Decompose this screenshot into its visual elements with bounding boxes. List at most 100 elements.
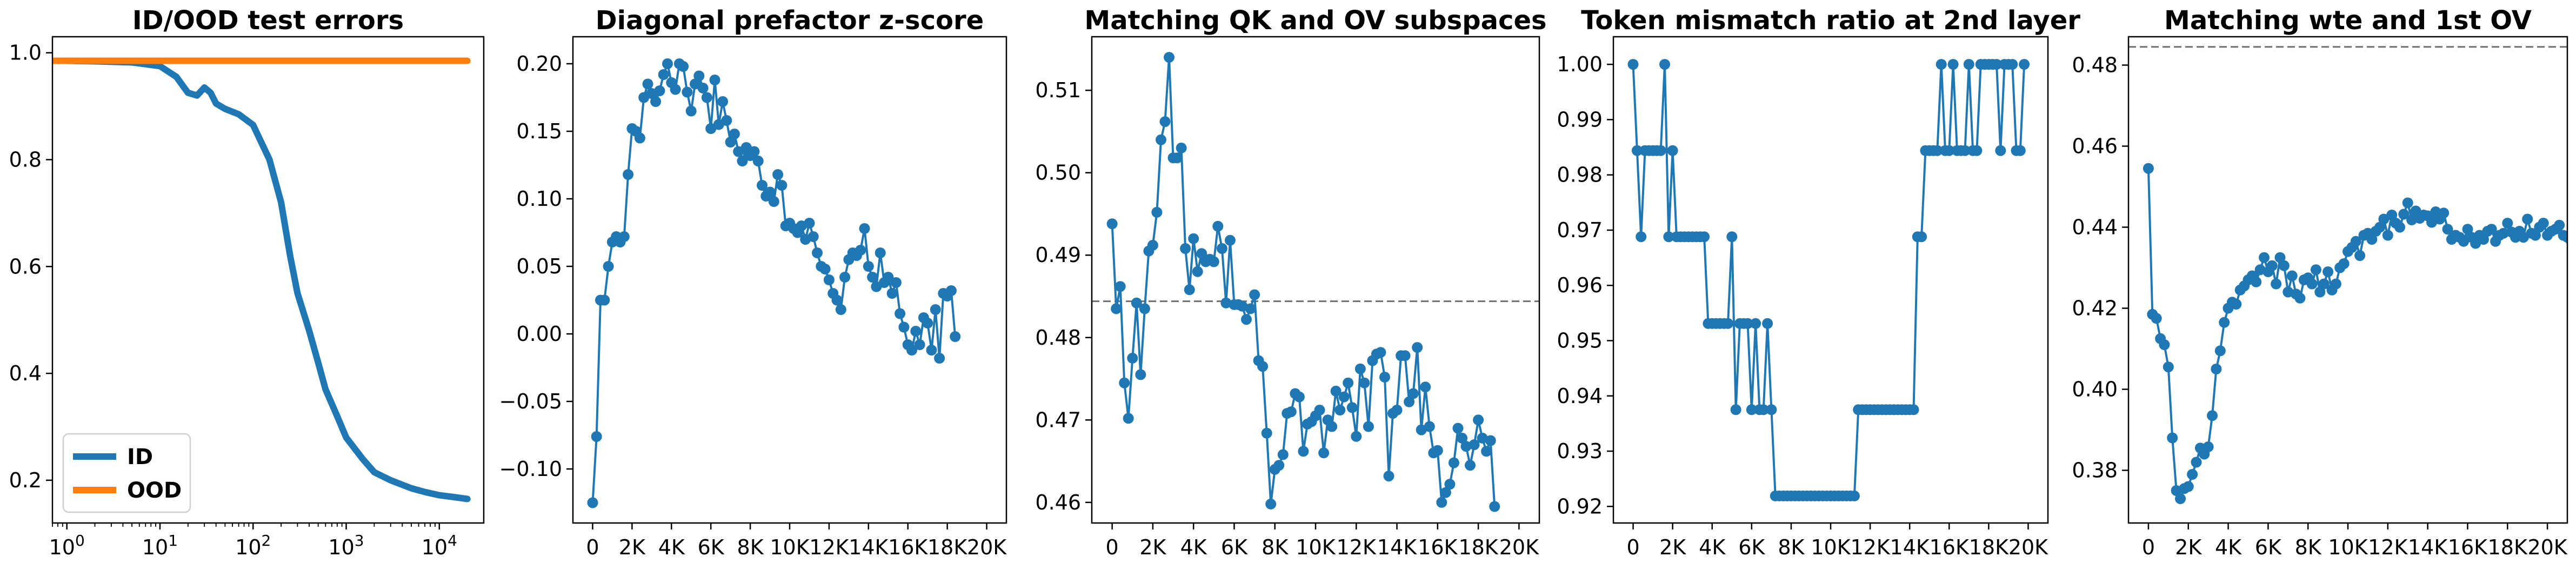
data-point [749,146,760,157]
y-tick-label: 0.4 [9,361,42,385]
data-point [1399,350,1411,361]
data-point [2570,244,2576,255]
x-tick-label: 6K [2255,535,2282,559]
y-tick-label: −0.05 [499,390,562,413]
axes-frame [51,36,485,524]
y-tick-label: 0.49 [1035,243,1081,267]
data-point [1667,145,1678,156]
data-point [599,294,610,306]
data-point [1245,303,1256,314]
data-point [685,105,697,117]
x-tick-label: 10K [770,535,810,559]
data-point [1147,239,1158,251]
x-tick-label: 16K [1418,535,1458,559]
data-point [1249,289,1260,300]
data-point [910,326,922,337]
data-point [1404,396,1415,407]
chart-panel-5: Matching wte and 1st OV 0.38 0.40 0.42 0.44 0… [2072,5,2576,559]
data-point [1412,342,1423,353]
data-point [1723,318,1733,329]
y-tick-label: 1.0 [9,41,42,65]
x-tick-label: 2K [1659,535,1686,559]
data-point [1261,427,1272,439]
x-tick-label: 20K [2008,535,2048,559]
data-point [2271,278,2282,290]
data-point [2562,232,2567,243]
y-tick-label: 0.50 [1035,161,1081,185]
data-point [1164,52,1174,63]
y-tick-label: 0.44 [2072,216,2118,239]
data-point [2538,218,2549,229]
data-point [2402,197,2413,209]
x-tick-label: 14K [849,535,889,559]
data-point [1188,233,1199,244]
data-point [890,277,902,288]
data-point [1485,435,1496,446]
y-tick-label: 0.8 [9,147,42,171]
data-point [2286,270,2298,281]
data-point [1936,59,1947,70]
data-point [2554,219,2565,231]
data-point [1354,363,1366,374]
data-point [2151,313,2162,324]
data-point [701,92,712,103]
data-point [1212,220,1224,232]
data-point [855,245,866,256]
data-point [1655,145,1666,156]
data-point [1469,439,1480,451]
plot-area [1627,59,2030,501]
data-point [930,304,941,315]
x-tick-label: 14K [2408,535,2448,559]
data-point [1959,145,1971,156]
data-point [2374,222,2386,233]
x-tick-label: 8K [1778,535,1805,559]
axes-frame [2127,36,2568,524]
data-point [1636,231,1647,243]
x-tick-label: 4K [1180,535,1207,559]
data-point [1237,300,1248,312]
data-point [1151,206,1163,218]
data-point [1139,303,1150,314]
y-tick-label: 0.96 [1557,273,1603,297]
x-tick-label: 18K [927,535,967,559]
x-tick-label: 14K [1377,535,1417,559]
data-point [2314,286,2326,298]
data-point [804,218,815,229]
data-point [618,231,630,242]
x-tick-label: 101 [142,532,178,559]
data-point [859,223,870,234]
x-tick-label: 102 [235,532,271,559]
data-point [1293,391,1305,403]
data-point [1424,421,1435,432]
data-point [867,272,878,283]
data-point [1465,460,1476,471]
y-tick-label: 0.42 [2072,297,2118,320]
data-point [945,285,957,296]
plot-area [587,58,961,508]
data-point [2498,227,2509,239]
data-point [2406,214,2418,225]
data-point [2259,252,2270,263]
x-tick-label: 2K [2175,535,2202,559]
y-tick-label: 0.47 [1035,408,1081,432]
data-point [1383,471,1394,482]
data-point [2251,276,2262,287]
data-point [2318,278,2330,290]
data-point [752,156,764,166]
x-tick-label: 20K [1499,535,1539,559]
data-point [1452,423,1464,434]
data-point [2278,260,2290,271]
data-point [772,169,784,180]
data-point [812,247,823,258]
data-point [1224,234,1236,246]
data-point [709,75,720,85]
chart-panel-3: Matching QK and OV subspaces 0.46 0.47 0.48… [1035,5,1546,559]
data-point [603,261,614,272]
data-point [1460,441,1472,452]
x-tick-label: 0 [1106,535,1119,559]
data-point [1391,405,1403,415]
y-tick-label: 0.93 [1557,439,1603,463]
x-tick-label: 18K [1969,535,2009,559]
x-tick-label: 8K [737,535,764,559]
data-point [1963,59,1974,70]
